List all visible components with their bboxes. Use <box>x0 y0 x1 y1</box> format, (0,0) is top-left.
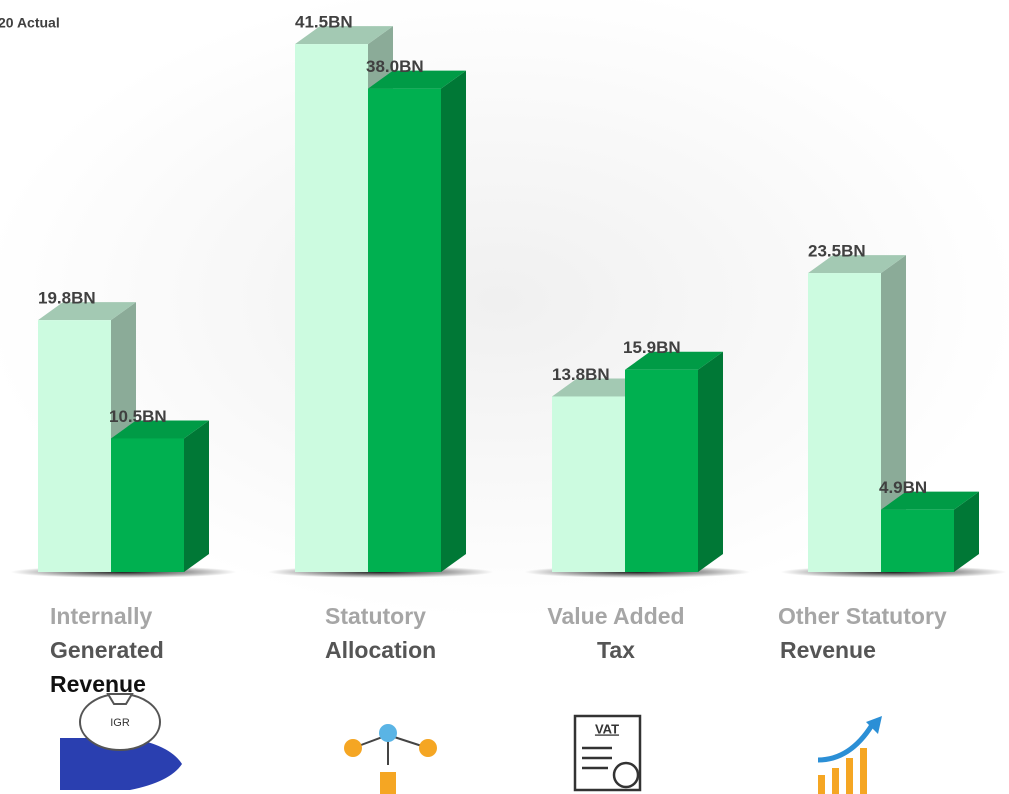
category-label: Revenue <box>50 671 146 697</box>
category-label: Statutory <box>325 603 426 629</box>
icon-label: IGR <box>110 717 130 729</box>
growth-arrow <box>817 723 875 763</box>
bar-top <box>808 255 906 274</box>
legend-text: 20 Actual <box>0 15 60 31</box>
data-label: 10.5BN <box>109 407 167 426</box>
growth-arrow-head <box>866 716 882 734</box>
icons: IGR VAT <box>60 693 882 794</box>
bar <box>625 369 698 572</box>
background-glow <box>0 0 1009 620</box>
percent-icon <box>612 761 640 789</box>
bar-top <box>881 491 979 510</box>
growth-bar <box>860 748 867 794</box>
bar-top <box>368 70 466 89</box>
bar <box>808 273 881 572</box>
data-label: 19.8BN <box>38 289 96 308</box>
data-label: 15.9BN <box>623 338 681 357</box>
bar-top <box>625 351 723 370</box>
bar-top <box>38 302 136 321</box>
bar <box>368 88 441 572</box>
growth-bar <box>832 768 839 794</box>
bar <box>552 396 625 572</box>
hand-icon <box>380 772 396 794</box>
bar-top <box>111 420 209 439</box>
category-label: Tax <box>597 637 635 663</box>
bar <box>295 44 368 573</box>
icon-label: VAT <box>595 721 619 736</box>
data-label: 41.5BN <box>295 13 353 32</box>
category-label: Generated <box>50 637 164 663</box>
data-label: 13.8BN <box>552 365 610 384</box>
category-label: Other Statutory <box>778 603 947 629</box>
bar <box>881 509 954 572</box>
category-label: Internally <box>50 603 152 629</box>
data-label: 38.0BN <box>366 57 424 76</box>
bar-side <box>184 420 209 572</box>
bar-side <box>954 491 979 572</box>
person-icon <box>344 739 362 757</box>
category-label: Revenue <box>780 637 876 663</box>
category-label: Value Added <box>547 603 684 629</box>
data-label: 4.9BN <box>879 478 927 497</box>
bar-side <box>441 70 466 572</box>
bars: 19.8BN 41.5BN 13.8BN 23.5BN 10.5BN 38.0BN 15.9… <box>38 13 979 573</box>
person-icon <box>379 724 397 742</box>
category-label: Allocation <box>325 637 436 663</box>
bar <box>38 320 111 572</box>
bag-neck <box>106 693 134 705</box>
growth-bar <box>818 775 825 794</box>
hand-icon <box>60 738 182 790</box>
data-label: 23.5BN <box>808 242 866 261</box>
growth-bar <box>846 758 853 794</box>
bar-top <box>295 26 393 45</box>
person-icon <box>419 739 437 757</box>
bar <box>111 438 184 572</box>
bar-side <box>698 351 723 572</box>
bar-side <box>881 255 906 572</box>
